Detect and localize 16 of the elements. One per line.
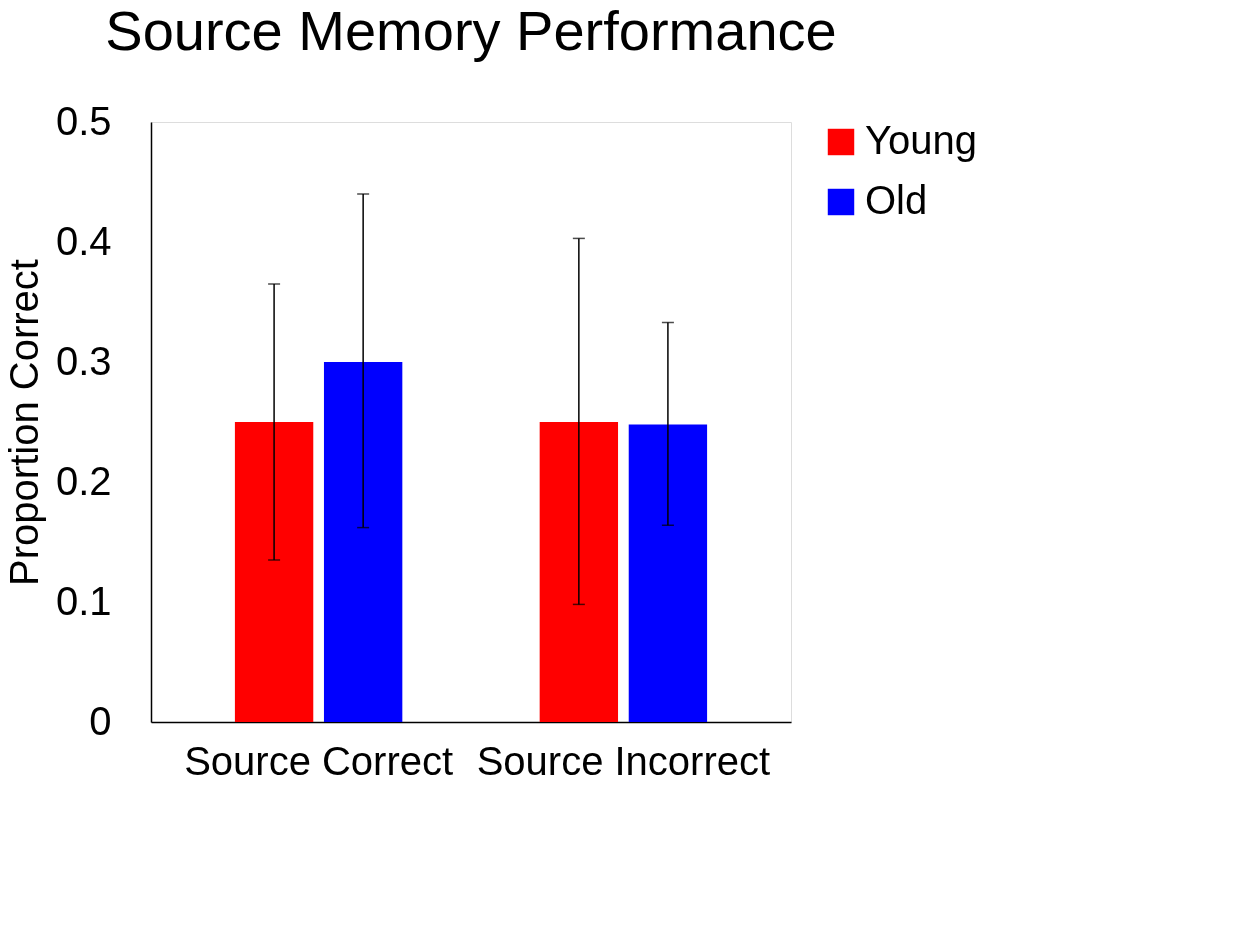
bar — [539, 422, 619, 722]
bar — [323, 362, 403, 722]
legend-label: Old — [865, 178, 928, 222]
y-tick-label: 0.1 — [55, 578, 112, 623]
x-tick-label: Source Correct — [184, 738, 454, 783]
bar — [628, 424, 708, 722]
chart-title: Source Memory Performance — [105, 0, 837, 62]
y-axis-title: Proportion Correct — [1, 259, 46, 586]
legend-label: Young — [865, 118, 977, 162]
y-tick-label: 0.4 — [55, 218, 112, 263]
bar — [234, 422, 314, 722]
y-tick-label: 0.3 — [55, 338, 112, 383]
y-tick-label: 0.5 — [55, 98, 112, 143]
x-tick-label: Source Incorrect — [476, 738, 771, 783]
y-tick-label: 0 — [89, 698, 112, 743]
y-tick-label: 0.2 — [55, 458, 112, 503]
